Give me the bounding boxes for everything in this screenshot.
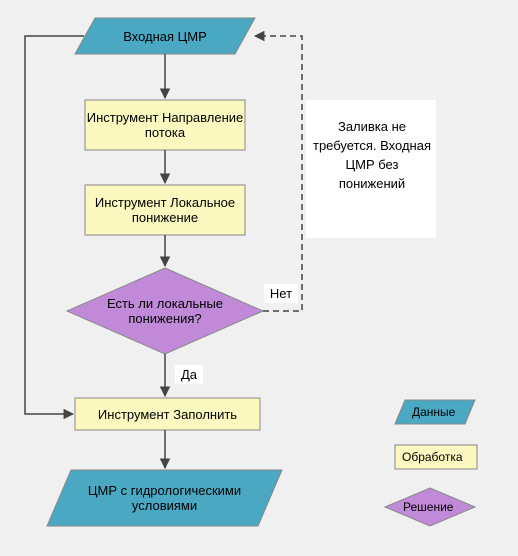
legend-decision-label: Решение bbox=[403, 500, 453, 514]
edge-label-no: Нет bbox=[264, 284, 298, 303]
flowchart-canvas: Входная ЦМР Инструмент Направление поток… bbox=[0, 0, 518, 556]
node-input-dem bbox=[75, 18, 255, 54]
edge-label-yes: Да bbox=[175, 365, 203, 384]
node-output-dem bbox=[47, 470, 282, 526]
node-flow-direction bbox=[85, 100, 245, 150]
legend-data-label: Данные bbox=[412, 405, 455, 419]
node-fill bbox=[75, 398, 260, 430]
legend-process-label: Обработка bbox=[402, 450, 463, 464]
side-note: Заливка не требуется. Входная ЦМР без по… bbox=[313, 118, 431, 193]
node-sink bbox=[85, 185, 245, 235]
